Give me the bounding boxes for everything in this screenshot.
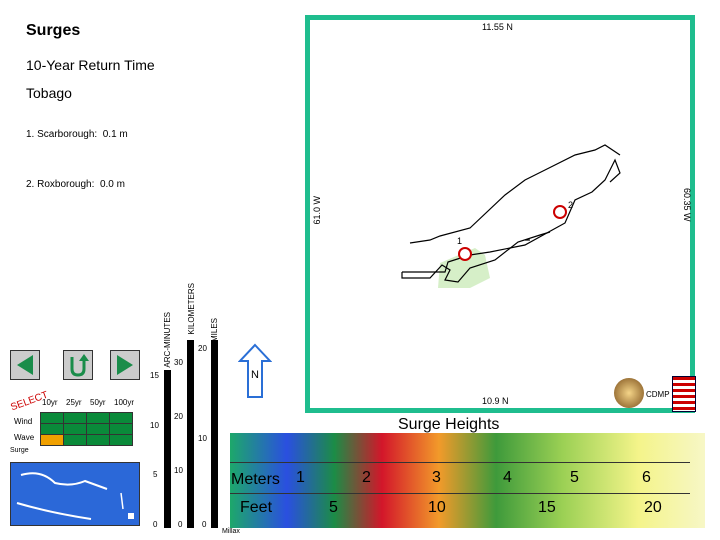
point-2-label: 2. Roxborough: <box>26 179 95 190</box>
arc-tick-10: 10 <box>150 421 159 430</box>
marker-roxborough[interactable] <box>553 205 567 219</box>
meters-axis <box>230 462 690 463</box>
meters-tick-5: 5 <box>570 469 579 486</box>
row-wind: Wind <box>14 417 33 426</box>
point-2-readout: 2. Roxborough: 0.0 m <box>26 179 125 190</box>
map-right-coordinate: 60.35 W <box>682 188 692 222</box>
mi-tick-20: 20 <box>198 344 207 353</box>
km-tick-0: 0 <box>178 520 183 529</box>
arc-minutes-bar <box>164 370 171 528</box>
arc-tick-5: 5 <box>153 470 158 479</box>
miles-bar <box>211 340 218 528</box>
feet-tick-5: 5 <box>329 499 338 516</box>
meters-tick-1: 1 <box>296 469 305 486</box>
km-tick-10: 10 <box>174 466 183 475</box>
col-50yr[interactable]: 50yr <box>90 398 106 407</box>
grid-cell-selected[interactable] <box>40 434 64 446</box>
grid-cell[interactable] <box>40 423 64 435</box>
usaid-logo-icon <box>672 376 696 412</box>
row-wave: Wave <box>14 433 35 442</box>
km-tick-30: 30 <box>174 358 183 367</box>
point-1-readout: 1. Scarborough: 0.1 m <box>26 129 128 140</box>
meters-tick-2: 2 <box>362 469 371 486</box>
island-outline <box>401 144 621 288</box>
caribbean-outline <box>16 472 124 520</box>
arc-tick-15: 15 <box>150 371 159 380</box>
point-1-label: 1. Scarborough: <box>26 129 98 140</box>
page-subtitle: 10-Year Return Time <box>26 57 155 73</box>
grid-cell[interactable] <box>109 434 133 446</box>
mi-tick-0: 0 <box>202 520 207 529</box>
return-time-grid[interactable] <box>40 412 133 446</box>
feet-tick-10: 10 <box>428 499 446 516</box>
feet-tick-20: 20 <box>644 499 662 516</box>
grid-cell[interactable] <box>86 423 110 435</box>
select-panel: SELECT 10yr 25yr 50yr 100yr Wind Wave Su… <box>9 390 140 454</box>
forward-button[interactable] <box>110 350 140 380</box>
north-arrow-icon <box>238 343 272 398</box>
marker-2-label: 2 <box>568 200 574 210</box>
grid-cell[interactable] <box>40 412 64 424</box>
legend-title: Surge Heights <box>398 416 500 433</box>
marker-1-label: 1 <box>457 236 463 246</box>
kilometers-label: KILOMETERS <box>187 283 196 335</box>
map-top-coordinate: 11.55 N <box>482 22 513 32</box>
row-surge: Surge <box>10 447 29 454</box>
meters-tick-6: 6 <box>642 469 651 486</box>
col-100yr[interactable]: 100yr <box>114 398 135 407</box>
page-title: Surges <box>26 22 81 39</box>
grid-cell[interactable] <box>109 423 133 435</box>
kilometers-bar <box>187 340 194 528</box>
point-1-value: 0.1 m <box>102 129 128 140</box>
surge-heights-colorbar <box>230 433 705 528</box>
km-tick-20: 20 <box>174 412 183 421</box>
grid-cell[interactable] <box>109 412 133 424</box>
arc-tick-0: 0 <box>153 520 158 529</box>
feet-label: Feet <box>240 499 273 516</box>
meters-tick-3: 3 <box>432 469 441 486</box>
cdmp-label: CDMP <box>646 390 670 399</box>
grid-cell[interactable] <box>63 412 87 424</box>
meters-tick-4: 4 <box>503 469 512 486</box>
locator-marker <box>128 513 134 519</box>
feet-axis <box>230 493 690 494</box>
col-10yr[interactable]: 10yr <box>42 398 58 407</box>
point-2-value: 0.0 m <box>99 179 125 190</box>
return-arrow-icon <box>70 354 89 377</box>
map-bottom-coordinate: 10.9 N <box>482 396 509 406</box>
col-25yr[interactable]: 25yr <box>66 398 82 407</box>
miles-label: MILES <box>210 318 219 343</box>
milmax-label: Millax <box>222 528 240 535</box>
right-arrow-icon <box>117 355 133 375</box>
grid-cell[interactable] <box>63 423 87 435</box>
grid-cell[interactable] <box>63 434 87 446</box>
marker-scarborough[interactable] <box>458 247 472 261</box>
north-label: N <box>251 369 259 381</box>
meters-label: Meters <box>231 471 280 488</box>
home-button[interactable] <box>63 350 93 380</box>
grid-cell[interactable] <box>86 412 110 424</box>
caribbean-locator-map[interactable] <box>10 462 140 526</box>
mi-tick-10: 10 <box>198 434 207 443</box>
left-arrow-icon <box>17 355 33 375</box>
island-name: Tobago <box>26 85 72 101</box>
arc-minutes-label: ARC-MINUTES <box>163 312 172 368</box>
feet-tick-15: 15 <box>538 499 556 516</box>
grid-cell[interactable] <box>86 434 110 446</box>
back-button[interactable] <box>10 350 40 380</box>
map-frame[interactable]: 11.55 N 10.9 N 61.0 W 60.35 W 2 1 <box>305 15 695 413</box>
oas-seal-icon <box>614 378 644 408</box>
